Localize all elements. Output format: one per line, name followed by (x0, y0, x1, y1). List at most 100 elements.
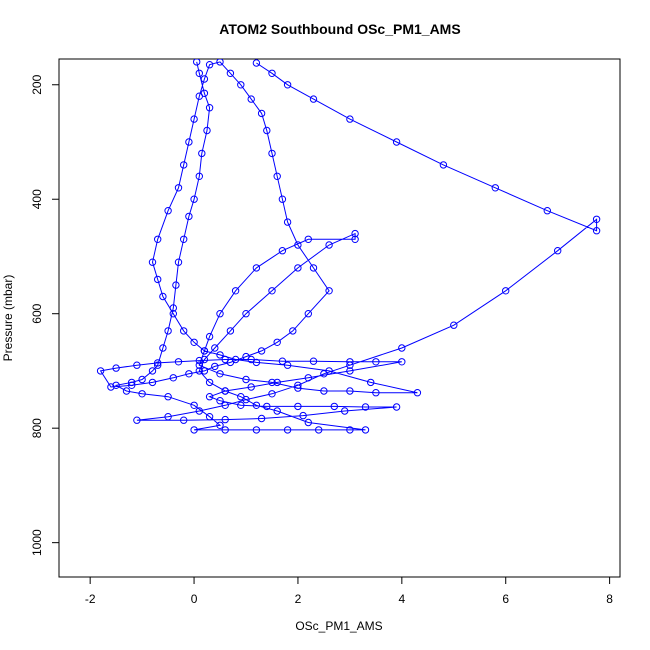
data-point (174, 184, 183, 192)
data-point (221, 387, 229, 395)
data-point (200, 367, 209, 375)
data-point (128, 378, 136, 387)
data-point (154, 275, 162, 284)
data-point (247, 355, 255, 364)
data-point (190, 338, 198, 346)
data-point (346, 361, 354, 369)
y-tick-label: 1000 (30, 529, 44, 556)
data-point (195, 69, 204, 78)
data-point (294, 402, 302, 411)
plot-frame (58, 58, 621, 578)
data-point (216, 370, 224, 378)
data-point (273, 338, 281, 346)
data-point (304, 418, 312, 427)
data-point (283, 81, 292, 89)
data-point (190, 401, 198, 409)
data-point (205, 332, 214, 341)
data-point (122, 387, 131, 395)
data-point (592, 215, 601, 224)
x-tick-label: 0 (191, 592, 198, 606)
y-axis: 200 400 600 800 1000 (30, 74, 60, 556)
data-point (200, 75, 209, 83)
data-point (195, 172, 204, 181)
data-point (96, 367, 105, 375)
data-point (198, 149, 206, 158)
data-point (185, 370, 193, 378)
data-point (133, 361, 141, 369)
data-point (592, 227, 601, 235)
data-point (164, 393, 172, 401)
data-point (439, 161, 448, 169)
data-point (268, 390, 276, 398)
data-point (112, 381, 120, 389)
data-point (268, 149, 276, 158)
data-point (304, 235, 312, 244)
x-tick-label: 6 (502, 592, 509, 606)
data-point (205, 60, 214, 69)
data-point (257, 109, 266, 118)
y-tick-label: 800 (30, 418, 44, 438)
data-point (294, 241, 302, 249)
data-point (231, 287, 240, 295)
data-point (309, 357, 318, 365)
data-point (216, 397, 224, 405)
data-point (351, 235, 359, 244)
data-point (195, 356, 204, 365)
data-point (554, 247, 562, 255)
data-point (361, 403, 370, 411)
data-point (216, 310, 224, 318)
data-point (294, 384, 302, 392)
data-point (309, 264, 318, 272)
data-point (216, 59, 224, 66)
data-point (180, 161, 188, 169)
data-point (221, 415, 229, 424)
y-tick-label: 600 (30, 303, 44, 323)
data-point (252, 426, 261, 434)
series-layer (96, 59, 601, 434)
data-point (200, 355, 209, 364)
data-point (351, 229, 359, 238)
data-point (190, 195, 198, 203)
data-point (346, 115, 354, 123)
data-point (148, 378, 157, 387)
data-point (185, 212, 193, 221)
data-point (195, 92, 204, 100)
data-point (211, 344, 219, 352)
data-point (398, 358, 406, 366)
data-point (164, 413, 172, 421)
data-point (226, 327, 235, 335)
data-point (392, 138, 401, 146)
data-point (257, 347, 266, 355)
data-point (174, 358, 183, 366)
data-point (299, 411, 307, 420)
data-point (172, 281, 180, 289)
x-axis-label: OSc_PM1_AMS (295, 619, 382, 633)
data-point (268, 378, 276, 387)
data-point (205, 413, 214, 421)
x-tick-label: -2 (85, 592, 96, 606)
data-point (148, 258, 157, 266)
data-point (159, 344, 167, 352)
data-point (169, 374, 178, 382)
data-point (164, 327, 172, 335)
data-point (252, 264, 261, 272)
data-point (294, 381, 302, 389)
data-point (190, 426, 198, 434)
data-point (128, 381, 136, 389)
data-point (543, 207, 551, 215)
data-point (273, 378, 281, 387)
data-point (138, 390, 146, 398)
data-point (330, 402, 338, 411)
data-point (180, 327, 188, 335)
data-point (252, 59, 261, 67)
data-point (346, 426, 354, 434)
series-line (99, 61, 598, 431)
data-point (180, 416, 188, 424)
data-point (164, 207, 172, 215)
data-point (169, 304, 178, 312)
data-point (325, 241, 333, 249)
data-point (257, 414, 266, 423)
x-axis: -2 0 2 4 6 8 (85, 576, 613, 606)
data-point (294, 264, 302, 272)
